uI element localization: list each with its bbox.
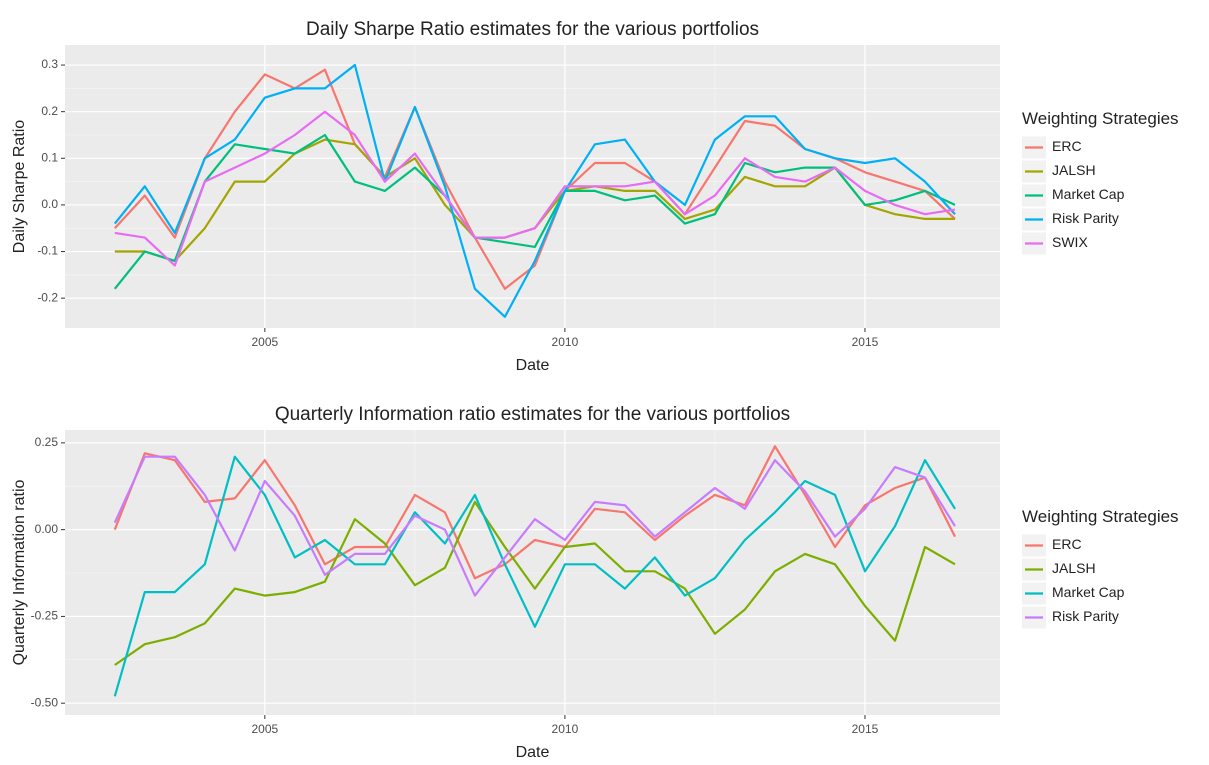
data-line [113,455,956,697]
y-tick-label: 0.1 [41,150,58,164]
y-tick-label: 0.25 [35,435,59,449]
data-line [114,500,956,666]
x-axis-label: Date [516,357,550,374]
legend-label: ERC [1052,536,1082,552]
y-axis-label: Quarterly Information ratio [11,479,28,665]
y-tick-label: 0.3 [41,57,58,71]
data-line [113,445,956,580]
legend-label: JALSH [1052,560,1096,576]
y-tick-label: 0.2 [41,104,58,118]
legend-label: ERC [1052,138,1082,154]
data-line [113,63,956,318]
legend-label: JALSH [1052,162,1096,178]
x-axis-label: Date [516,744,550,761]
data-line [113,133,956,290]
x-tick-label: 2005 [251,722,278,736]
x-tick-label: 2010 [552,335,579,349]
chart-title: Quarterly Information ratio estimates fo… [275,404,790,425]
x-tick-label: 2010 [552,722,579,736]
plot-background [65,430,1000,715]
legend-label: SWIX [1052,234,1088,250]
y-tick-label: -0.50 [31,695,59,709]
legend-title: Weighting Strategies [1022,507,1179,526]
legend-label: Market Cap [1052,186,1125,202]
legend-label: Risk Parity [1052,210,1119,226]
data-line [114,110,956,267]
x-tick-label: 2015 [852,335,879,349]
y-axis-label: Daily Sharpe Ratio [11,120,28,254]
legend-title: Weighting Strategies [1022,109,1179,128]
x-tick-label: 2015 [852,722,879,736]
legend-label: Risk Parity [1052,608,1119,624]
x-tick-label: 2005 [251,335,278,349]
legend-label: Market Cap [1052,584,1125,600]
y-tick-label: 0.00 [35,522,59,536]
y-tick-label: 0.0 [41,197,58,211]
data-line [113,455,956,597]
chart-title: Daily Sharpe Ratio estimates for the var… [306,19,759,40]
y-tick-label: -0.1 [37,244,58,258]
y-tick-label: -0.2 [37,290,58,304]
y-tick-label: -0.25 [31,609,59,623]
plot-background [65,45,1000,328]
